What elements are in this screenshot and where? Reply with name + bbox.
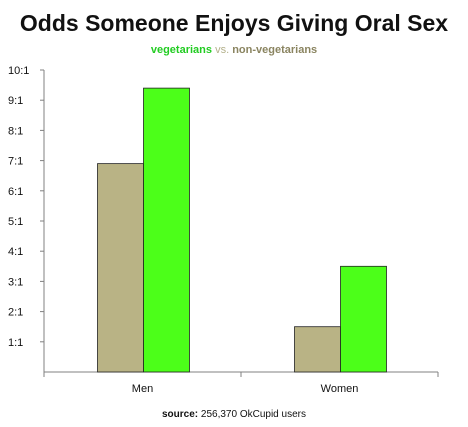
legend-vegetarians: vegetarians: [150, 44, 212, 56]
bar-non-vegetarians-men: [97, 163, 144, 373]
x-tick-label: Women: [321, 383, 359, 395]
y-tick-label: 3:1: [8, 276, 23, 288]
x-tick-label: Men: [132, 383, 153, 395]
source-text: 256,370 OkCupid users: [200, 409, 306, 420]
y-tick-label: 6:1: [8, 186, 23, 198]
y-tick-label: 2:1: [8, 307, 23, 319]
legend-non-vegetarians: non-vegetarians: [232, 44, 318, 56]
bar-vegetarians-men: [143, 87, 190, 373]
y-tick-label: 7:1: [8, 156, 23, 168]
y-tick-label: 4:1: [8, 246, 23, 258]
y-tick-label: 8:1: [8, 125, 23, 137]
legend-vs: vs.: [215, 44, 230, 56]
y-tick-label: 10:1: [8, 65, 29, 77]
chart-source: source: 256,370 OkCupid users: [0, 409, 468, 420]
y-tick-label: 9:1: [8, 95, 23, 107]
y-tick-label: 5:1: [8, 216, 23, 228]
bar-vegetarians-women: [340, 265, 387, 373]
chart-subtitle: vegetarians vs. non-vegetarians: [0, 44, 468, 56]
y-tick-label: 1:1: [8, 337, 23, 349]
source-label: source:: [162, 409, 199, 420]
bar-non-vegetarians-women: [294, 326, 341, 373]
chart-title: Odds Someone Enjoys Giving Oral Sex: [19, 10, 449, 36]
